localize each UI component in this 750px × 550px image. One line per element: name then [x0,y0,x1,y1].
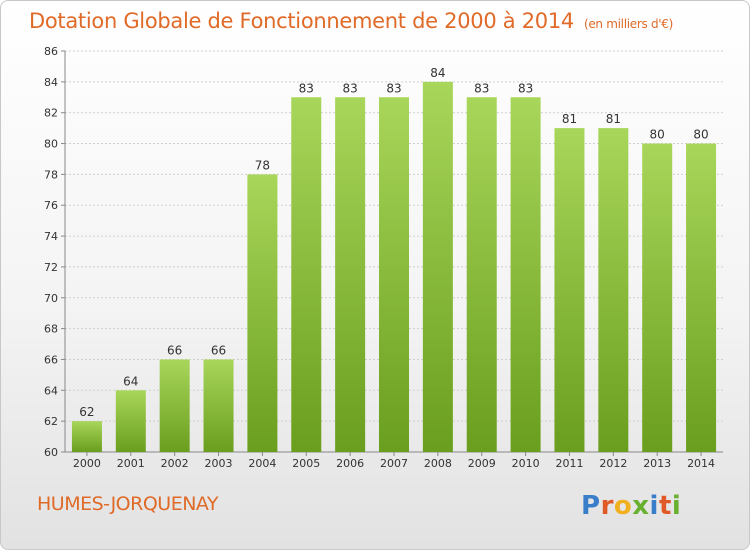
logo-letter: P [581,491,601,521]
y-tick-label: 76 [44,199,58,212]
data-label: 66 [167,343,182,357]
bar [554,128,585,452]
x-tick-label: 2010 [512,457,540,470]
bar [686,143,717,453]
data-label: 64 [123,374,138,388]
x-tick-label: 2006 [336,457,364,470]
proxiti-logo[interactable]: Proxiti [581,491,681,521]
data-label: 80 [693,128,708,142]
logo-letter: t [658,491,672,521]
y-tick-label: 64 [44,384,58,397]
bar [422,81,453,452]
x-tick-label: 2002 [161,457,189,470]
data-label: 84 [430,66,445,80]
bar [379,97,409,453]
data-label: 83 [386,81,401,95]
x-tick-label: 2013 [643,457,671,470]
y-tick-label: 82 [44,107,58,120]
bar [466,97,497,453]
x-tick-label: 2014 [687,457,715,470]
y-tick-label: 62 [44,415,58,428]
y-tick-label: 70 [44,292,58,305]
bar [203,359,234,452]
data-label: 83 [474,81,489,95]
data-label: 66 [211,343,226,357]
y-tick-label: 68 [44,323,58,336]
bar [159,359,190,452]
data-label: 81 [606,112,621,126]
y-tick-label: 84 [44,76,58,89]
commune-name: HUMES-JORQUENAY [37,493,219,515]
x-tick-label: 2000 [73,457,101,470]
x-tick-label: 2003 [205,457,233,470]
y-tick-label: 86 [44,45,58,58]
bar [642,143,673,453]
chart-title: Dotation Globale de Fonctionnement de 20… [29,9,574,33]
x-tick-label: 2004 [248,457,276,470]
logo-letter: o [613,491,633,521]
logo-letter: r [600,491,614,521]
data-label: 83 [299,81,314,95]
bar [291,97,322,453]
data-label: 83 [342,81,357,95]
labels: 2000 62 2001 64 2002 66 2003 66 2004 78 2005 83 2006… [73,66,715,470]
data-label: 83 [518,81,533,95]
bar [71,421,102,452]
y-tick-label: 72 [44,261,58,274]
bar [247,174,278,452]
chart-subtitle: (en milliers d'€) [583,17,673,31]
chart-title-line: Dotation Globale de Fonctionnement de 20… [29,9,673,33]
data-label: 81 [562,112,577,126]
data-label: 80 [650,128,665,142]
y-tick-label: 66 [44,353,58,366]
data-label: 62 [79,405,94,419]
x-tick-label: 2001 [117,457,145,470]
bar [598,128,629,452]
x-tick-label: 2012 [599,457,627,470]
y-tick-label: 74 [44,230,58,243]
x-tick-label: 2008 [424,457,452,470]
x-tick-label: 2011 [555,457,583,470]
logo-letter: i [649,491,659,521]
logo-letter: i [671,491,682,521]
logo-letter: x [632,491,650,521]
x-tick-label: 2007 [380,457,408,470]
bars [71,81,717,453]
y-tick-label: 60 [44,446,58,459]
data-label: 78 [255,158,270,172]
x-tick-label: 2005 [292,457,320,470]
bar [335,97,366,453]
y-tick-label: 80 [44,138,58,151]
bar [510,97,541,453]
x-tick-label: 2009 [468,457,496,470]
y-tick-label: 78 [44,168,58,181]
bar [115,390,146,452]
